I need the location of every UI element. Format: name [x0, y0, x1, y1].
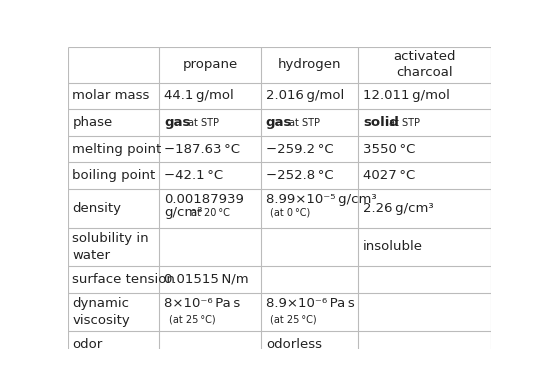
Text: 8.9×10⁻⁶ Pa s: 8.9×10⁻⁶ Pa s	[266, 297, 354, 310]
Text: molar mass: molar mass	[73, 89, 150, 102]
Text: surface tension: surface tension	[73, 273, 175, 286]
Text: propane: propane	[182, 58, 238, 71]
Text: 44.1 g/mol: 44.1 g/mol	[164, 89, 234, 102]
Text: density: density	[73, 202, 121, 215]
Text: g/cm³: g/cm³	[164, 206, 203, 220]
Text: melting point: melting point	[73, 143, 162, 156]
Text: solid: solid	[363, 116, 399, 129]
Text: −42.1 °C: −42.1 °C	[164, 169, 223, 182]
Text: hydrogen: hydrogen	[278, 58, 341, 71]
Text: activated
charcoal: activated charcoal	[394, 50, 456, 79]
Text: odor: odor	[73, 338, 103, 351]
Text: (at 25 °C): (at 25 °C)	[270, 314, 317, 324]
Text: −259.2 °C: −259.2 °C	[266, 143, 334, 156]
Text: 12.011 g/mol: 12.011 g/mol	[363, 89, 450, 102]
Text: insoluble: insoluble	[363, 240, 423, 253]
Text: 4027 °C: 4027 °C	[363, 169, 416, 182]
Text: solubility in
water: solubility in water	[73, 232, 149, 262]
Text: 0.01515 N/m: 0.01515 N/m	[164, 273, 249, 286]
Text: 2.26 g/cm³: 2.26 g/cm³	[363, 202, 434, 215]
Text: gas: gas	[164, 116, 191, 129]
Text: phase: phase	[73, 116, 112, 129]
Text: at 20 °C: at 20 °C	[191, 209, 229, 218]
Text: −252.8 °C: −252.8 °C	[266, 169, 334, 182]
Text: boiling point: boiling point	[73, 169, 156, 182]
Text: 8×10⁻⁶ Pa s: 8×10⁻⁶ Pa s	[164, 297, 241, 310]
Text: 3550 °C: 3550 °C	[363, 143, 416, 156]
Text: 8.99×10⁻⁵ g/cm³: 8.99×10⁻⁵ g/cm³	[266, 193, 377, 206]
Text: −187.63 °C: −187.63 °C	[164, 143, 240, 156]
Text: dynamic
viscosity: dynamic viscosity	[73, 297, 130, 327]
Text: 2.016 g/mol: 2.016 g/mol	[266, 89, 344, 102]
Text: (at 25 °C): (at 25 °C)	[169, 314, 215, 324]
Text: gas: gas	[266, 116, 292, 129]
Text: at STP: at STP	[188, 118, 218, 128]
Text: at STP: at STP	[289, 118, 320, 128]
Text: (at 0 °C): (at 0 °C)	[270, 208, 310, 218]
Text: 0.00187939: 0.00187939	[164, 193, 244, 206]
Text: at STP: at STP	[389, 118, 419, 128]
Text: odorless: odorless	[266, 338, 322, 351]
